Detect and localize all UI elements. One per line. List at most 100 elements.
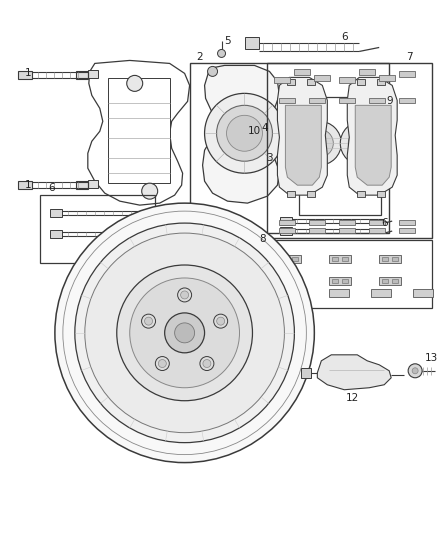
- Bar: [413, 289, 433, 297]
- Text: 12: 12: [346, 393, 359, 403]
- Bar: [339, 228, 355, 233]
- Circle shape: [340, 122, 384, 165]
- Circle shape: [180, 291, 189, 299]
- Bar: [392, 279, 398, 283]
- Bar: [357, 191, 365, 197]
- Polygon shape: [286, 106, 321, 185]
- Bar: [40, 195, 155, 263]
- Bar: [377, 79, 385, 85]
- Polygon shape: [108, 78, 170, 183]
- Bar: [279, 255, 301, 263]
- Bar: [307, 191, 315, 197]
- Bar: [268, 240, 432, 308]
- Circle shape: [297, 122, 341, 165]
- Bar: [369, 220, 385, 225]
- Text: 7: 7: [406, 52, 413, 62]
- Bar: [301, 368, 311, 378]
- Text: 6: 6: [341, 33, 348, 43]
- Text: 1: 1: [25, 180, 31, 190]
- Circle shape: [141, 314, 155, 328]
- Bar: [88, 70, 98, 78]
- Bar: [287, 191, 295, 197]
- Circle shape: [85, 233, 284, 433]
- Bar: [392, 257, 398, 261]
- Circle shape: [218, 50, 226, 58]
- Circle shape: [214, 314, 228, 328]
- Bar: [369, 228, 385, 233]
- Bar: [275, 77, 290, 83]
- Bar: [279, 228, 295, 233]
- Bar: [76, 181, 88, 189]
- Circle shape: [412, 368, 418, 374]
- Circle shape: [158, 360, 166, 368]
- Circle shape: [130, 278, 240, 387]
- Text: 9: 9: [386, 96, 392, 107]
- Bar: [379, 75, 395, 82]
- Text: 13: 13: [424, 353, 438, 363]
- Text: 6: 6: [49, 183, 55, 193]
- Bar: [279, 277, 301, 285]
- Circle shape: [155, 357, 170, 370]
- Text: 5: 5: [224, 36, 231, 46]
- Bar: [294, 69, 311, 75]
- Circle shape: [305, 130, 333, 157]
- Bar: [382, 257, 388, 261]
- Bar: [88, 180, 98, 188]
- Bar: [357, 79, 365, 85]
- Bar: [399, 99, 415, 103]
- Bar: [369, 99, 385, 103]
- Circle shape: [203, 360, 211, 368]
- Bar: [300, 98, 381, 215]
- Bar: [268, 63, 432, 238]
- Bar: [399, 228, 415, 233]
- Bar: [379, 255, 401, 263]
- Circle shape: [127, 75, 143, 91]
- Circle shape: [408, 364, 422, 378]
- Circle shape: [142, 183, 158, 199]
- Polygon shape: [277, 77, 327, 195]
- Bar: [287, 79, 295, 85]
- Bar: [339, 220, 355, 225]
- Bar: [18, 181, 32, 189]
- Circle shape: [117, 265, 252, 401]
- Circle shape: [205, 93, 284, 173]
- Bar: [76, 71, 88, 79]
- Bar: [280, 217, 293, 225]
- Bar: [329, 289, 349, 297]
- Bar: [279, 99, 295, 103]
- Bar: [332, 279, 338, 283]
- Circle shape: [175, 323, 194, 343]
- Circle shape: [75, 223, 294, 442]
- Circle shape: [208, 67, 218, 76]
- Polygon shape: [318, 355, 391, 390]
- Circle shape: [200, 357, 214, 370]
- Circle shape: [178, 288, 191, 302]
- Bar: [190, 63, 389, 233]
- Bar: [342, 257, 348, 261]
- Bar: [399, 220, 415, 225]
- Bar: [245, 37, 259, 50]
- Bar: [280, 227, 293, 235]
- Bar: [309, 99, 325, 103]
- Bar: [283, 257, 288, 261]
- Circle shape: [226, 115, 262, 151]
- Polygon shape: [203, 66, 279, 203]
- Bar: [329, 255, 351, 263]
- Bar: [371, 289, 391, 297]
- Bar: [293, 257, 298, 261]
- Bar: [18, 71, 32, 79]
- Bar: [50, 230, 62, 238]
- Text: 2: 2: [196, 52, 203, 62]
- Bar: [283, 279, 288, 283]
- Bar: [50, 209, 62, 217]
- Circle shape: [216, 106, 272, 161]
- Text: 6: 6: [381, 218, 388, 228]
- Bar: [359, 69, 375, 75]
- Bar: [332, 257, 338, 261]
- Polygon shape: [347, 77, 397, 195]
- Text: 10: 10: [248, 126, 261, 136]
- Bar: [307, 79, 315, 85]
- Text: 4: 4: [261, 123, 268, 133]
- Bar: [293, 279, 298, 283]
- Bar: [314, 75, 330, 82]
